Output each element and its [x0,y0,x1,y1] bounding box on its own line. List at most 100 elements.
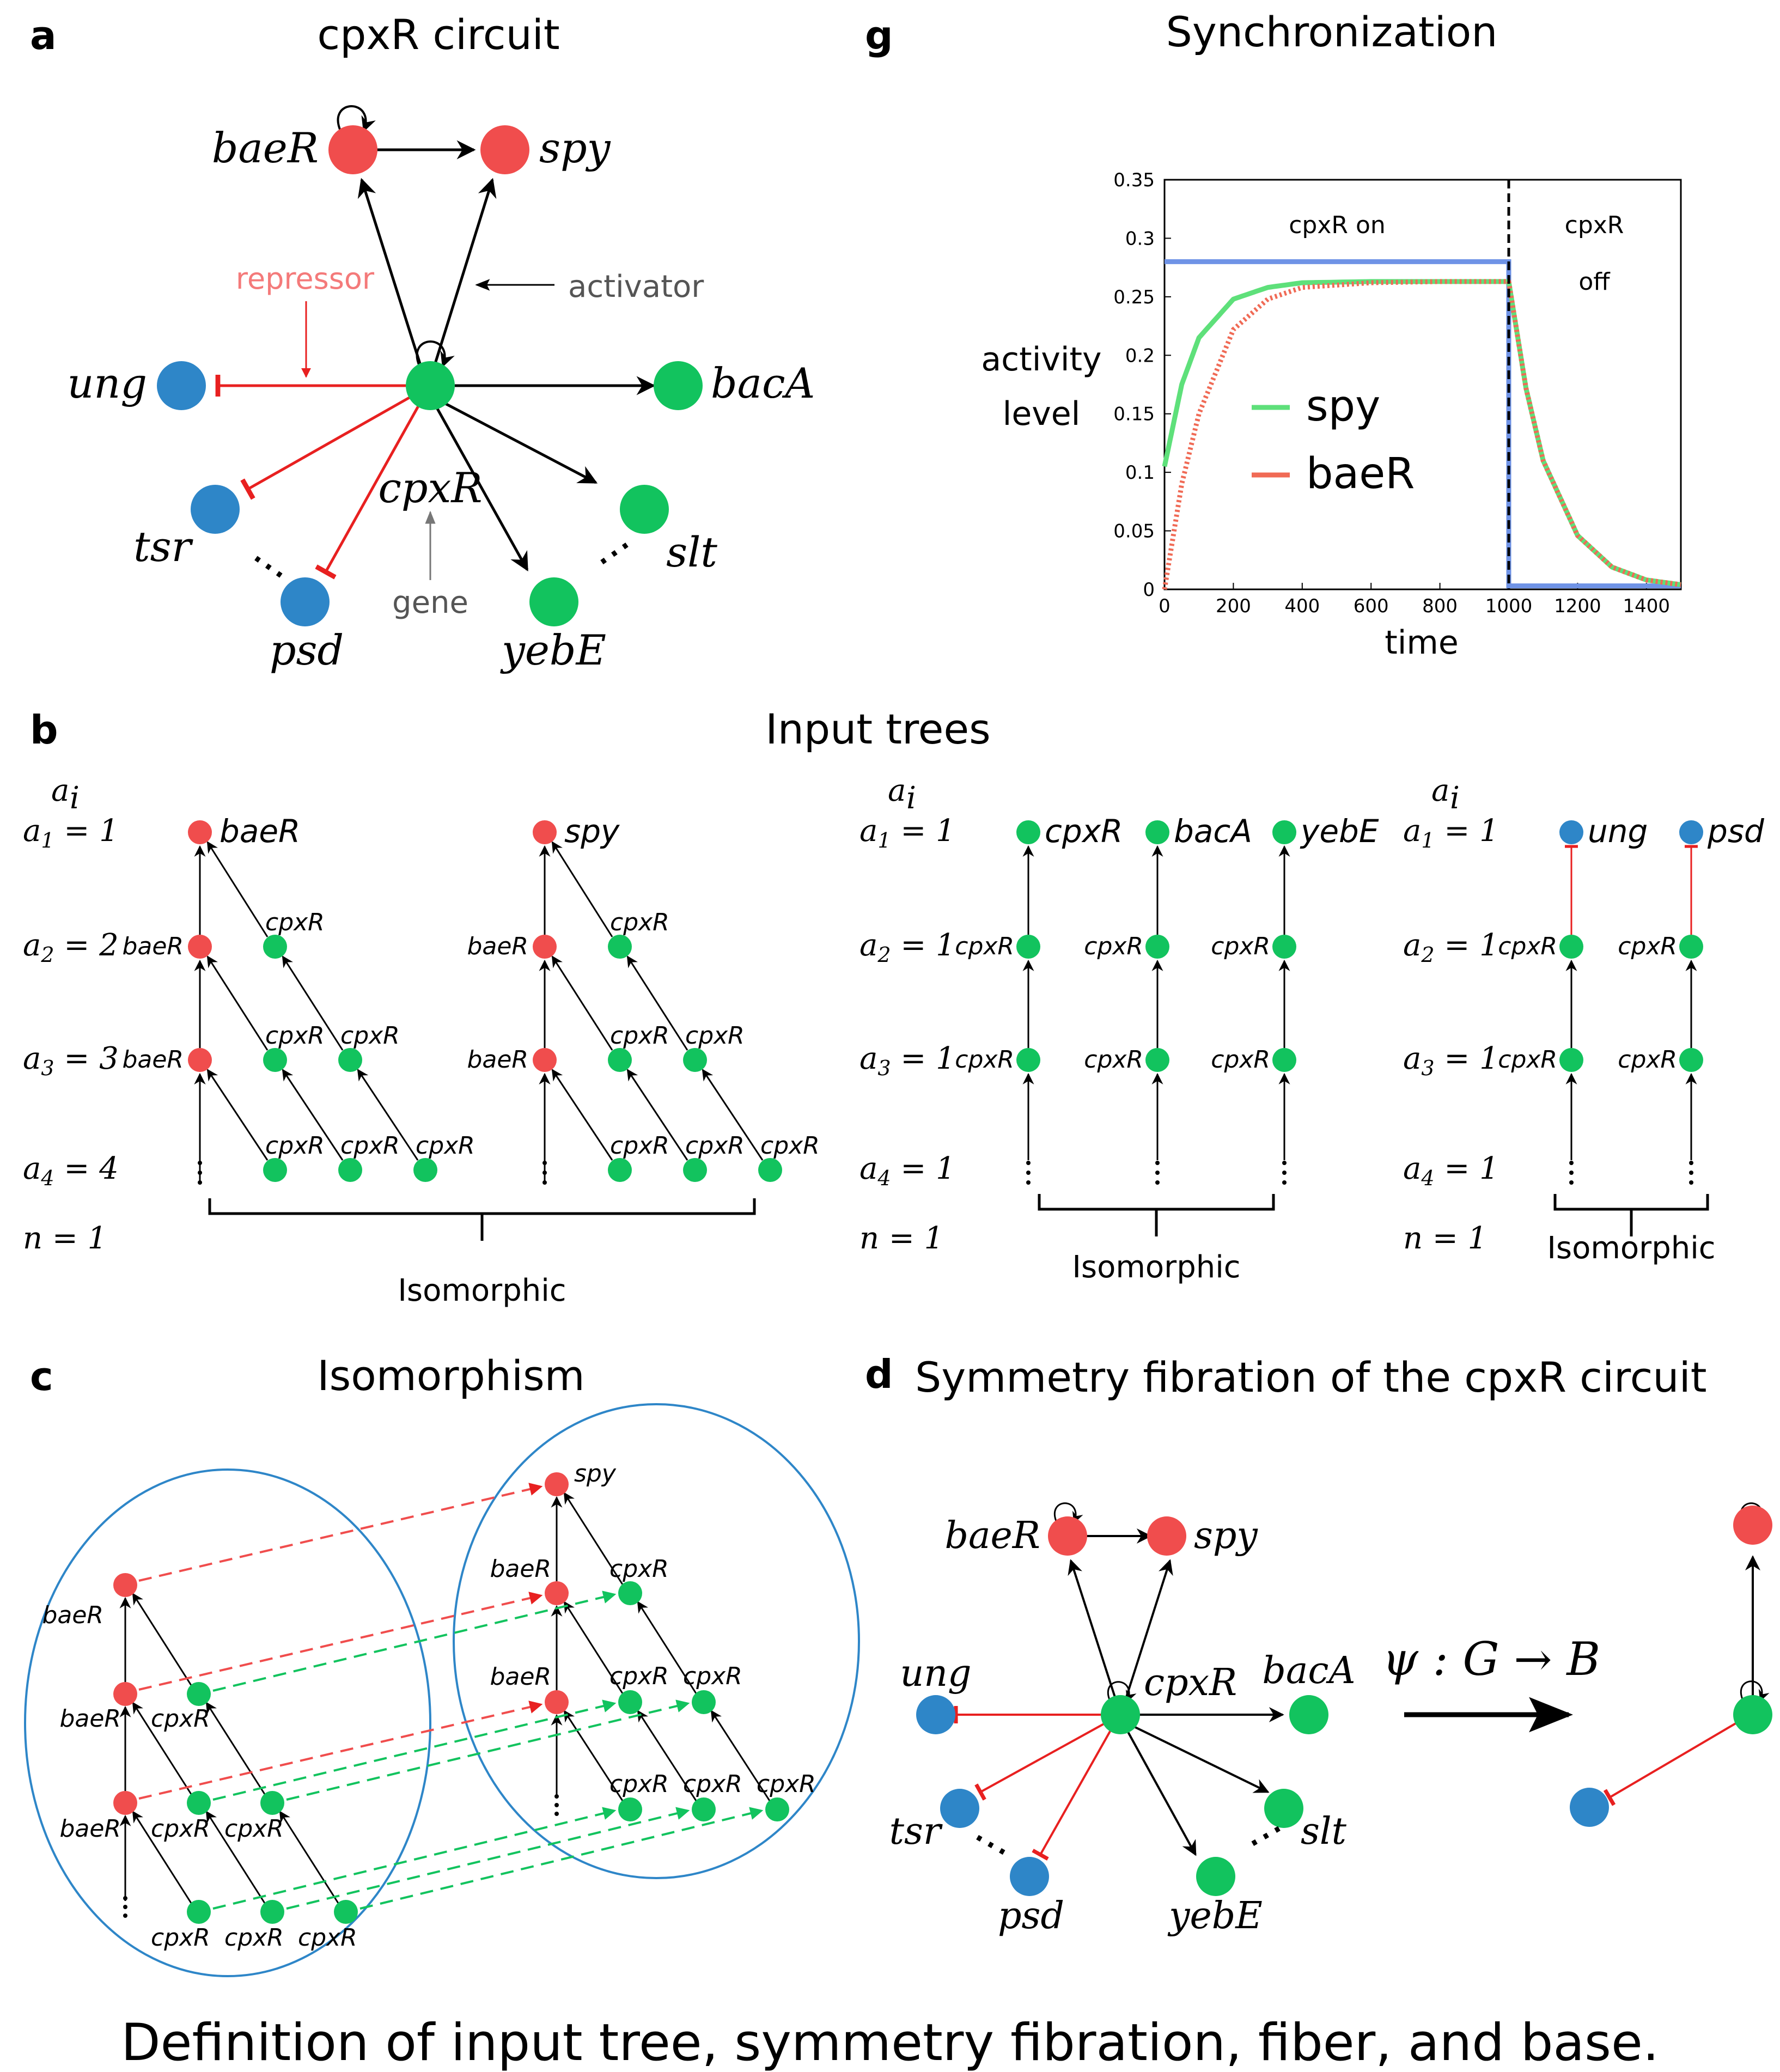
y-tick-label: 0.15 [1113,404,1155,425]
panel-c-title: Isomorphism [317,1351,584,1400]
d-label-ung: ung [900,1652,971,1695]
label-a-i: a [51,773,69,808]
tree-node [1679,820,1703,844]
ellipsis-dot [1026,1171,1031,1175]
d-node-bacA [1289,1695,1328,1734]
isomorphic-brace [1038,1194,1275,1236]
iso-edge [637,1710,697,1801]
iso-label: spy [574,1460,617,1488]
d-node-psd [1010,1857,1049,1896]
n-label: n = 1 [1403,1221,1487,1256]
y-tick-label: 0.25 [1113,287,1155,308]
x-tick-label: 400 [1284,595,1320,617]
iso-label: cpxR [151,1924,210,1952]
iso-node [765,1797,789,1821]
annot-off: off [1578,268,1611,296]
ellipsis-dot [1689,1180,1693,1185]
d-node-cpxR [1101,1695,1140,1734]
label-a-i-sub: i [1450,781,1460,816]
annot-gene: gene [392,585,468,620]
ellipsis-dot [1026,1180,1031,1185]
x-tick-label: 1000 [1485,595,1533,617]
label-psd: psd [270,626,344,674]
iso-label: baeR [490,1663,551,1691]
panel-b: b Input trees a ia1 = 1a2 = 2a3 = 3a4 = 4… [23,705,1765,1308]
iso-node [618,1690,642,1714]
tree-edge [282,1069,344,1161]
annot-activator: activator [568,269,704,304]
iso-edge [279,1811,339,1904]
tree-label: cpxR [1211,933,1270,960]
y-tick-label: 0.2 [1125,345,1155,367]
tree-node [1679,1048,1703,1072]
tree-label: cpxR [955,933,1014,960]
tree-label: cpxR [1045,813,1123,850]
tree-label: cpxR [1618,933,1677,960]
chart-series [1162,259,1681,590]
iso-mapping [286,1699,690,1801]
chart-ylabel-line1: activity [981,340,1101,379]
tree-label: cpxR [1084,1046,1143,1074]
tree-node [608,1158,632,1182]
figure-caption: Definition of input tree, symmetry fibra… [121,2013,1659,2072]
ellipsis-dot [1155,1161,1160,1165]
row-label: a4 = 1 [1403,1151,1499,1190]
iso-node [618,1581,642,1605]
iso-node [260,1791,284,1815]
tree-node [188,1048,212,1072]
tree-node [533,935,557,959]
y-tick-label: 0 [1143,579,1155,601]
tree-node [263,935,287,959]
circle-tree-spy [453,1403,860,1879]
d-label-spy: spy [1194,1514,1258,1557]
tree-label: cpxR [1084,933,1143,960]
label-bacA: bacA [711,359,815,407]
tree-edge [206,1069,269,1161]
tree-node [533,820,557,844]
panel-a: a cpxR circuit baeR spy ung [30,10,815,674]
tree-label: cpxR [265,909,325,936]
tree-node [1145,935,1169,959]
series-line-baeR [1162,279,1681,590]
annot-repressor: repressor [236,261,375,296]
chart-frame [1163,179,1682,590]
tree-node [1559,820,1583,844]
tree-node [188,820,212,844]
ellipsis-dot [542,1180,547,1185]
node-psd [281,577,330,626]
iso-edge [205,1811,266,1904]
iso-label: baeR [42,1601,103,1629]
x-tick-label: 1400 [1623,595,1671,617]
ellipsis-dot [1155,1171,1160,1175]
row-label: a4 = 4 [23,1151,119,1190]
d-label-tsr: tsr [889,1810,943,1853]
ellipsis-dot [542,1171,547,1175]
iso-mapping [138,1701,543,1800]
annot-cpxr: cpxR [1565,211,1624,239]
tree-label: cpxR [610,909,669,936]
y-tick-label: 0.3 [1125,228,1155,249]
tree-label: ung [1588,813,1648,850]
y-tick-label: 0.35 [1113,169,1155,191]
tree-label: cpxR [760,1132,820,1160]
annot-cpxr-on: cpxR on [1289,211,1386,239]
tree-label: cpxR [685,1022,745,1050]
tree-node [1679,935,1703,959]
ellipsis-dot [542,1161,547,1165]
tree-node [683,1048,707,1072]
iso-mapping [359,1807,764,1910]
tree-label: bacA [1174,813,1252,850]
panel-b-letter: b [30,707,58,753]
tree-node [1016,1048,1040,1072]
label-slt: slt [666,528,717,576]
ellipsis-dot [123,1913,127,1918]
tree-node [413,1158,437,1182]
panel-d-title: Symmetry fibration of the cpxR circuit [915,1353,1707,1401]
iso-mapping [138,1592,543,1691]
iso-edge [563,1492,624,1585]
panel-g-title: Synchronization [1166,8,1498,56]
chart-ticks: 0 200 400 600 800 1000 1200 1400 0 0.05 0.1 0.15 0.2… [1113,169,1670,617]
panel-a-edges [215,105,656,580]
iso-node [260,1900,284,1924]
iso-edge [132,1702,192,1795]
